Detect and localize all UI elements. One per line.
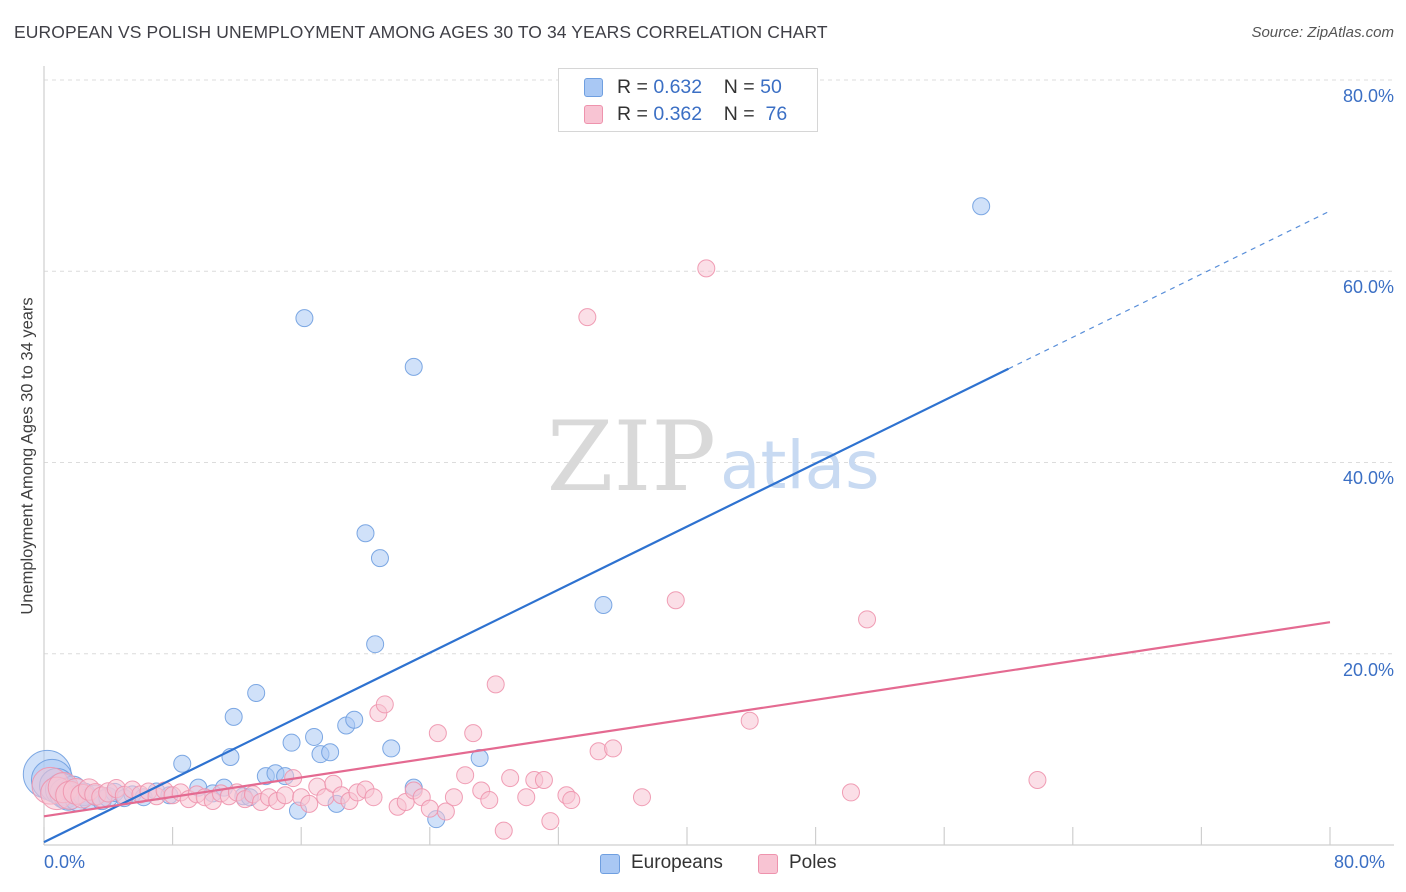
legend-swatch-poles [584, 104, 603, 124]
poles-point [364, 788, 383, 807]
legend-n-value: 50 [760, 75, 782, 98]
poles-point [841, 783, 860, 802]
chart-title: EUROPEAN VS POLISH UNEMPLOYMENT AMONG AG… [14, 22, 828, 42]
y-tick-label: 80.0% [1342, 86, 1394, 106]
europeans-point [594, 595, 613, 614]
poles-trend-line [43, 621, 1331, 818]
poles-point [486, 675, 505, 694]
poles-point [666, 591, 685, 610]
poles-point [480, 791, 499, 810]
europeans-point [295, 309, 314, 328]
europeans-point [972, 197, 991, 216]
bottom-legend-swatch-europeans [600, 854, 620, 874]
legend-n-label: N = [723, 75, 755, 98]
europeans-point [282, 733, 301, 752]
poles-point [541, 812, 560, 831]
legend-r-label: R = [617, 75, 648, 98]
trend-lines [43, 210, 1331, 844]
poles-point [562, 791, 581, 810]
europeans-point [247, 683, 266, 702]
bottom-legend-label: Poles [789, 852, 837, 873]
bottom-legend-swatch-poles [758, 854, 778, 874]
europeans-point [356, 524, 375, 543]
europeans-point [305, 727, 324, 746]
poles-point [464, 724, 483, 743]
poles-point [456, 766, 475, 785]
y-tick-label: 20.0% [1342, 660, 1394, 680]
poles-point [428, 724, 447, 743]
y-tick-label: 40.0% [1342, 468, 1394, 488]
legend-n-label: N = [723, 102, 755, 125]
europeans-point [345, 710, 364, 729]
poles-point [534, 770, 553, 789]
legend: R = 0.632 N = 50 R = 0.362 N = 76 [558, 68, 818, 132]
poles-point [276, 786, 295, 805]
watermark-atlas: atlas [720, 427, 880, 504]
legend-n-value: 76 [765, 102, 788, 125]
source-label: Source: ZipAtlas.com [1251, 24, 1394, 41]
poles-point [420, 799, 439, 818]
europeans-point [370, 549, 389, 568]
europeans-point [224, 707, 243, 726]
europeans-trend-extension [1008, 210, 1331, 370]
europeans-point [366, 635, 385, 654]
poles-point [1028, 770, 1047, 789]
europeans-point [173, 754, 192, 773]
europeans-point [404, 357, 423, 376]
legend-r-value: 0.632 [653, 75, 703, 98]
poles-point [494, 821, 513, 840]
grid [43, 66, 1394, 846]
europeans-trend-line [43, 367, 1009, 844]
europeans-point [382, 739, 401, 758]
poles-point [740, 711, 759, 730]
x-tick-label: 80.0% [1334, 852, 1386, 872]
poles-point [375, 695, 394, 714]
poles-point [517, 788, 536, 807]
watermark-zip: ZIP [547, 401, 716, 513]
x-tick-label: 0.0% [44, 852, 86, 872]
legend-r-label: R = [617, 102, 648, 125]
poles-point [697, 259, 716, 278]
data-points [22, 197, 1047, 840]
legend-swatch-europeans [584, 77, 603, 97]
poles-point [632, 788, 651, 807]
y-tick-label: 60.0% [1342, 277, 1394, 297]
poles-point [444, 788, 463, 807]
poles-point [300, 794, 319, 813]
poles-point [501, 769, 520, 788]
legend-r-value: 0.362 [653, 102, 703, 125]
poles-point [578, 308, 597, 327]
poles-point [436, 802, 455, 821]
poles-point [604, 739, 623, 758]
poles-point [858, 610, 877, 629]
europeans-point [321, 743, 340, 762]
bottom-legend-label: Europeans [631, 852, 723, 873]
